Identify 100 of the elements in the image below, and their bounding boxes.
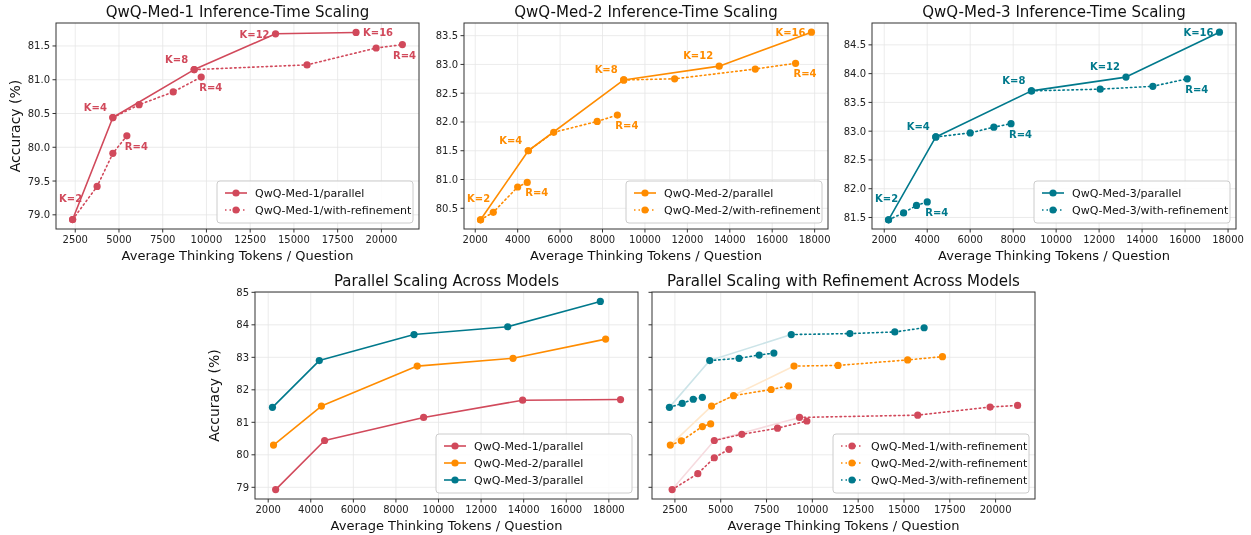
point xyxy=(596,297,604,306)
point xyxy=(698,422,706,431)
annotation: R=4 xyxy=(925,206,949,218)
point xyxy=(509,354,517,362)
point xyxy=(899,209,908,217)
annotation: R=4 xyxy=(124,140,148,152)
point xyxy=(671,75,679,83)
point xyxy=(891,328,899,336)
y-tick-label: 80.0 xyxy=(27,141,50,153)
point xyxy=(755,351,763,359)
legend-label: QwQ-Med-1/parallel xyxy=(255,187,365,200)
point xyxy=(751,65,759,73)
annotation: K=8 xyxy=(165,53,189,65)
legend-label: QwQ-Med-2/parallel xyxy=(474,457,584,470)
chart-title: Parallel Scaling with Refinement Across Models xyxy=(667,272,1021,290)
y-tick-label: 82 xyxy=(236,384,249,396)
point xyxy=(710,436,718,445)
x-tick-label: 4000 xyxy=(298,504,324,515)
legend-label: QwQ-Med-3/with-refinement xyxy=(1072,204,1229,217)
annotation: K=8 xyxy=(1002,74,1026,86)
legend-label: QwQ-Med-3/parallel xyxy=(1072,187,1182,200)
annotation: K=12 xyxy=(683,50,714,62)
x-tick-label: 10000 xyxy=(629,234,661,245)
point xyxy=(707,420,715,428)
point xyxy=(317,402,326,410)
x-tick-label: 15000 xyxy=(888,504,920,515)
point xyxy=(321,436,329,445)
x-tick-label: 12000 xyxy=(465,504,497,515)
x-tick-label: 18000 xyxy=(798,234,831,245)
point xyxy=(735,354,743,362)
point xyxy=(767,385,775,394)
y-tick-label: 81.0 xyxy=(435,174,458,186)
x-tick-label: 7500 xyxy=(753,504,780,515)
point xyxy=(694,470,702,478)
x-axis-title: Average Thinking Tokens / Question xyxy=(938,248,1170,263)
point xyxy=(725,445,733,453)
x-tick-label: 18000 xyxy=(1212,234,1244,245)
x-tick-label: 16000 xyxy=(756,234,789,245)
point xyxy=(169,88,177,96)
x-tick-label: 4000 xyxy=(504,234,531,245)
point xyxy=(1096,85,1104,93)
point xyxy=(1149,82,1157,90)
point xyxy=(920,324,928,332)
point xyxy=(706,356,714,365)
point xyxy=(271,30,280,38)
annotation: R=4 xyxy=(525,187,549,199)
point xyxy=(135,101,143,109)
y-tick-label: 81.5 xyxy=(435,145,458,157)
point xyxy=(738,430,746,438)
x-tick-label: 12500 xyxy=(842,504,875,515)
point xyxy=(707,402,716,410)
x-tick-label: 17500 xyxy=(321,234,354,245)
y-tick-label: 84 xyxy=(236,319,249,331)
annotation: K=2 xyxy=(875,192,899,204)
x-tick-label: 2000 xyxy=(462,234,488,245)
point xyxy=(846,330,854,338)
y-axis-title: Accuracy (%) xyxy=(206,349,222,442)
x-tick-label: 10000 xyxy=(796,504,829,515)
legend-label: QwQ-Med-1/with-refinement xyxy=(255,204,412,217)
y-tick-label: 80.5 xyxy=(27,108,50,119)
point xyxy=(770,349,778,357)
x-tick-label: 20000 xyxy=(979,504,1012,515)
point xyxy=(912,201,921,210)
point xyxy=(790,362,798,370)
point xyxy=(413,362,421,370)
point xyxy=(784,382,793,390)
x-tick-label: 6000 xyxy=(957,234,983,245)
point xyxy=(698,393,706,401)
point xyxy=(986,403,994,411)
x-axis-title: Average Thinking Tokens / Question xyxy=(121,248,354,263)
legend-label: QwQ-Med-2/parallel xyxy=(664,187,774,200)
annotation: K=16 xyxy=(775,27,806,39)
x-tick-label: 16000 xyxy=(1169,234,1201,245)
legend-label: QwQ-Med-2/with-refinement xyxy=(664,204,821,217)
point xyxy=(666,441,674,449)
legend-label: QwQ-Med-1/with-refinement xyxy=(871,440,1028,453)
x-tick-label: 5000 xyxy=(106,234,132,245)
x-tick-label: 16000 xyxy=(550,504,583,515)
x-tick-label: 2000 xyxy=(255,504,281,515)
x-tick-label: 14000 xyxy=(1126,234,1159,245)
annotation: R=4 xyxy=(793,68,817,80)
x-tick-label: 14000 xyxy=(507,504,540,515)
point xyxy=(668,485,676,494)
y-tick-label: 82.5 xyxy=(435,87,458,99)
y-tick-label: 84.5 xyxy=(843,39,866,51)
x-tick-label: 8000 xyxy=(589,234,616,245)
annotation: R=4 xyxy=(1009,128,1033,140)
x-tick-label: 14000 xyxy=(713,234,746,245)
x-axis-title: Average Thinking Tokens / Question xyxy=(727,518,960,533)
chart-title: QwQ-Med-2 Inference-Time Scaling xyxy=(514,3,778,21)
point xyxy=(315,356,323,365)
x-tick-label: 4000 xyxy=(914,234,940,245)
chart-title: QwQ-Med-1 Inference-Time Scaling xyxy=(105,3,370,21)
point xyxy=(93,182,101,191)
point xyxy=(834,361,842,370)
annotation: K=8 xyxy=(594,63,618,75)
annotation: K=4 xyxy=(83,101,107,113)
legend-label: QwQ-Med-2/with-refinement xyxy=(871,457,1028,470)
point xyxy=(795,413,804,422)
x-tick-label: 10000 xyxy=(422,504,455,515)
